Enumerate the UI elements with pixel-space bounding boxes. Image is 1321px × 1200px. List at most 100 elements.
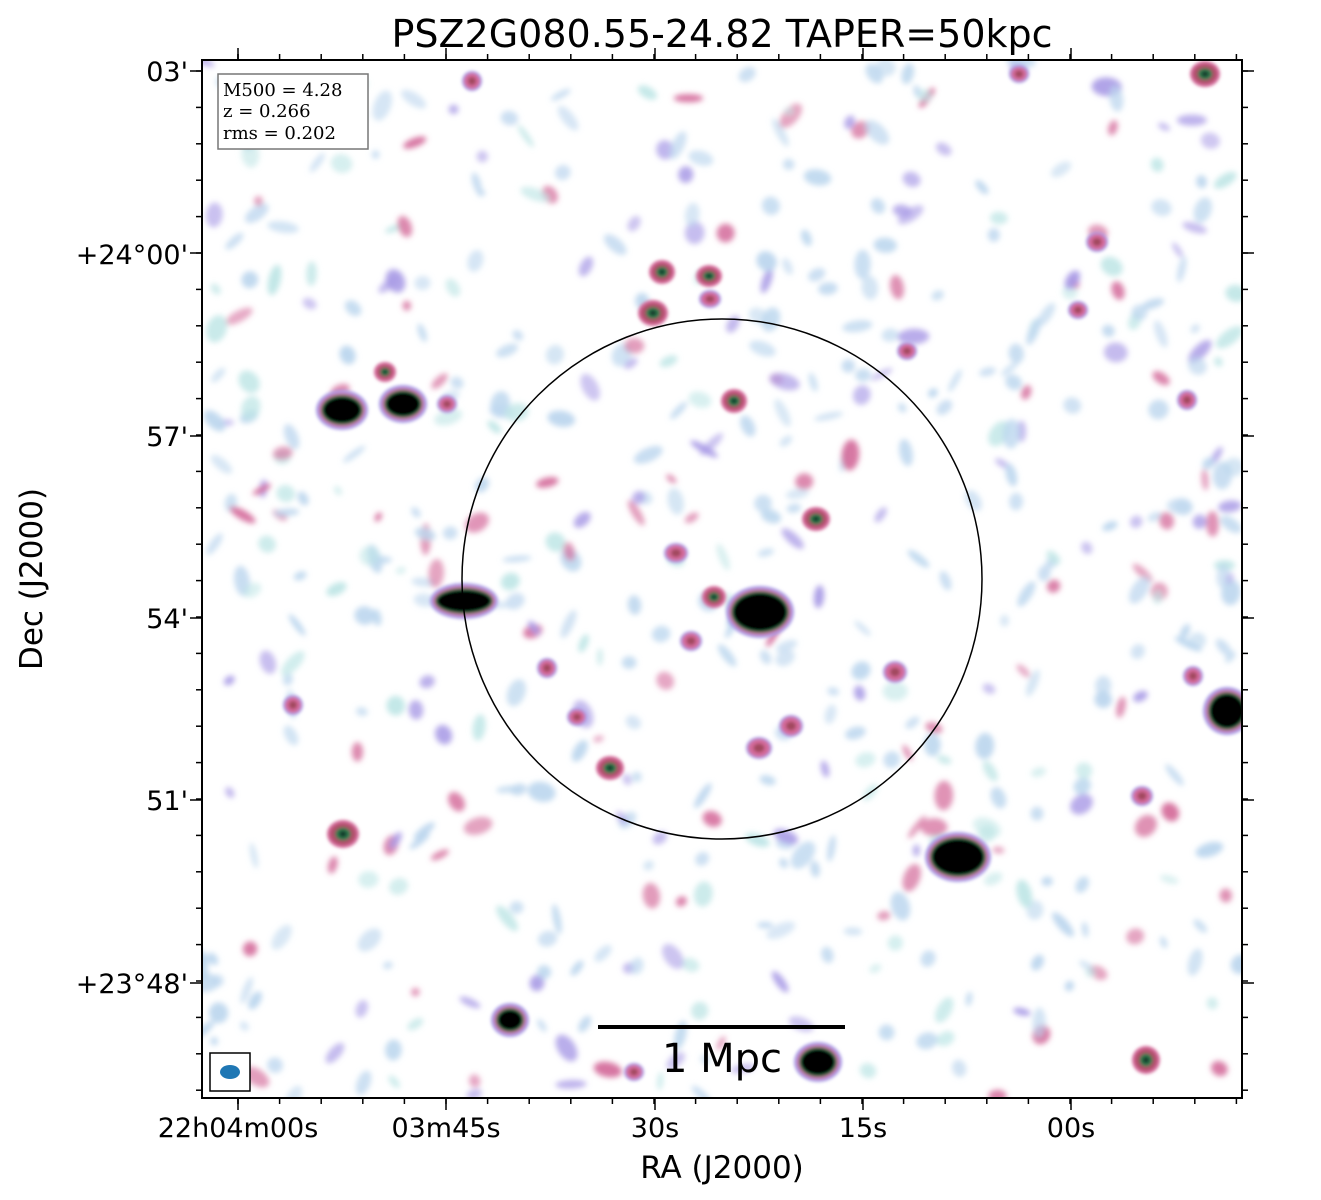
noise-blob [853,685,866,701]
radio-source [649,310,657,316]
noise-blob [202,1020,215,1039]
radio-source [339,830,347,838]
noise-blob [874,507,887,523]
noise-blob [878,1024,895,1041]
noise-blob [355,1070,372,1096]
noise-blob [1200,132,1220,149]
noise-blob [1026,317,1042,346]
noise-blob [552,903,562,935]
noise-blob [642,882,661,909]
noise-blob [864,120,890,145]
noise-blob [1147,511,1163,522]
noise-blob [344,300,362,316]
noise-blob [388,1075,400,1089]
noise-blob [936,1031,955,1047]
noise-blob [500,110,519,126]
noise-blob [656,140,674,160]
noise-blob [1064,270,1081,290]
noise-blob [861,275,879,300]
noise-blob [411,507,421,518]
noise-blob [1196,175,1208,189]
noise-blob [1159,512,1175,530]
noise-blob [442,526,458,540]
noise-blob [637,85,658,100]
noise-blob [244,203,269,224]
noise-blob [1081,541,1093,555]
y-tick-label: +24°00' [76,240,188,271]
noise-blob [1190,324,1200,334]
noise-blob [669,131,687,160]
noise-blob [716,1036,726,1051]
noise-blob [206,533,223,555]
noise-blob [785,488,809,500]
noise-blob [203,410,226,432]
noise-blob [907,815,927,839]
noise-blob [431,373,448,390]
noise-blob [1002,418,1021,449]
noise-blob [771,971,789,993]
noise-blob [656,671,675,690]
noise-blob [1005,463,1018,487]
noise-blob [282,673,293,686]
noise-blob [899,438,913,467]
noise-blob [434,408,463,426]
noise-blob [276,485,296,503]
noise-blob [920,950,936,967]
noise-blob [283,424,300,450]
radio-source [733,593,787,631]
noise-blob [242,941,258,957]
noise-blob [359,545,380,566]
radio-source [1142,1056,1150,1064]
noise-blob [1102,324,1115,338]
radio-source [573,713,581,721]
noise-blob [694,783,712,809]
radio-source [705,295,715,303]
noise-blob [783,107,795,116]
noise-blob [1107,120,1118,136]
noise-blob [1062,284,1078,300]
noise-blob [808,372,818,392]
noise-blob [210,1036,219,1046]
y-tick-label: 03' [146,57,188,88]
noise-blob [979,367,996,377]
noise-blob [248,991,262,1010]
y-tick-labels: 03' +24°00' 57' 54' 51' +23°48' [76,57,188,1000]
noise-blob [512,329,524,341]
cluster-aperture-circle [461,318,983,840]
noise-blob [716,223,735,243]
noise-blob [593,1061,622,1078]
noise-blob [786,503,802,513]
radio-source [1092,238,1102,246]
radio-source [323,397,361,423]
noise-blob [916,1032,938,1050]
noise-blob [357,928,382,952]
y-tick-label: 51' [146,786,188,817]
noise-blob [1165,764,1184,786]
noise-blob [1172,242,1184,258]
noise-blob [374,512,382,522]
noise-blob [1160,874,1179,885]
noise-blob [615,811,628,825]
noise-blob [1073,777,1091,795]
noise-blob [520,186,551,203]
noise-blob [666,474,677,484]
noise-blob [1075,876,1089,893]
noise-blob [477,189,486,197]
noise-blob [988,1089,1007,1098]
noise-blob [397,215,413,238]
noise-blob [984,872,1003,886]
noise-blob [657,1071,664,1091]
noise-blob [210,283,221,295]
noise-blob [434,724,453,745]
noise-blob [1109,85,1124,112]
noise-blob [717,644,737,667]
noise-blob [1050,161,1072,178]
noise-blob [571,740,588,762]
noise-blob [413,593,436,607]
noise-blob [573,511,591,528]
noise-blob [973,817,1001,838]
noise-blob [1187,356,1207,375]
noise-blob [445,278,461,297]
noise-blob [756,251,777,272]
x-axis-label: RA (J2000) [640,1150,804,1186]
